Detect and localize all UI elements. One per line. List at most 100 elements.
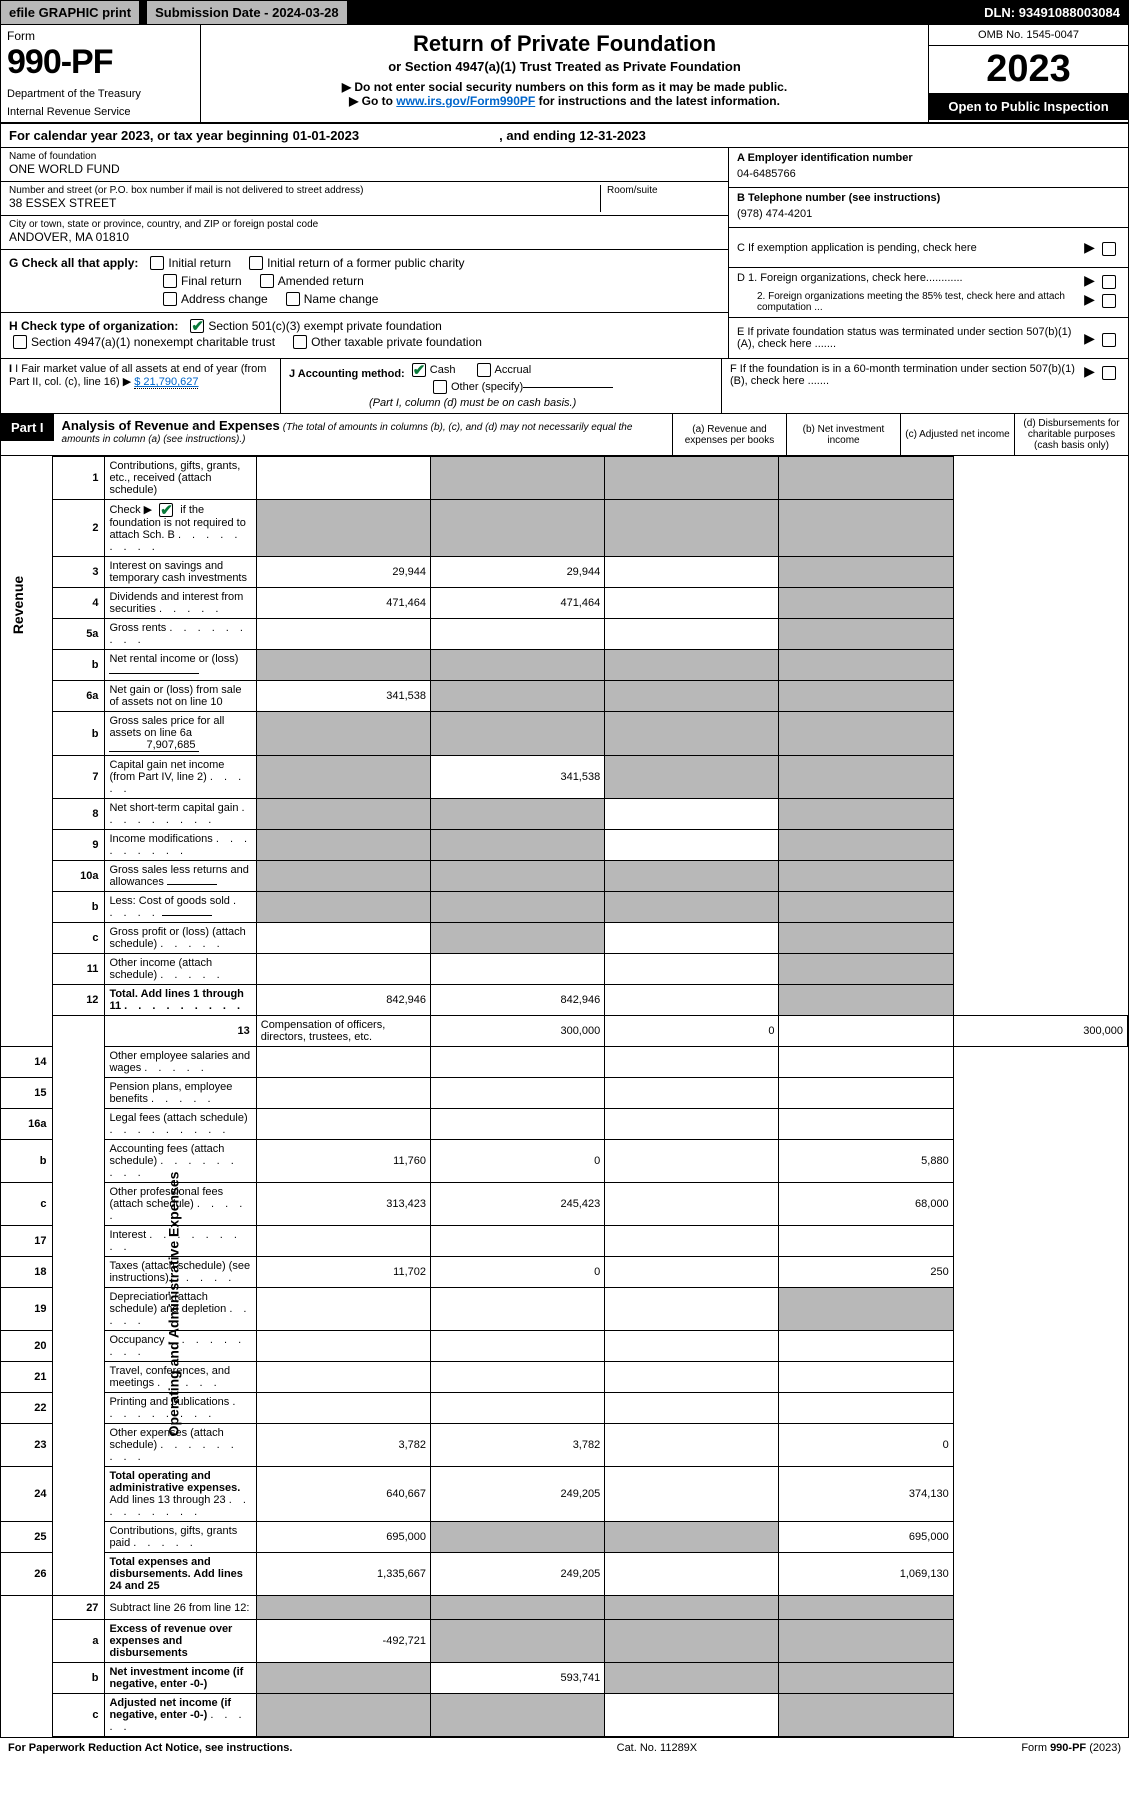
j-note: (Part I, column (d) must be on cash basi…: [369, 397, 576, 409]
row-2: Check ▶ if the foundation is not require…: [105, 500, 256, 557]
chk-f[interactable]: [1102, 366, 1116, 380]
room-label: Room/suite: [607, 185, 720, 196]
chk-initial-former[interactable]: [249, 256, 263, 270]
form-header: Form 990-PF Department of the Treasury I…: [1, 25, 1128, 124]
row-3: Interest on savings and temporary cash i…: [105, 557, 256, 588]
g-label: G Check all that apply:: [9, 256, 138, 270]
row-6a: Net gain or (loss) from sale of assets n…: [105, 681, 256, 712]
row-27a: Excess of revenue over expenses and disb…: [105, 1620, 256, 1663]
row-10a: Gross sales less returns and allowances: [105, 861, 256, 892]
row-6b: Gross sales price for all assets on line…: [105, 712, 256, 756]
chk-d2[interactable]: [1102, 294, 1116, 308]
row-12: Total. Add lines 1 through 11 . . . . . …: [105, 985, 256, 1016]
col-b-head: (b) Net investment income: [786, 414, 900, 455]
tax-year: 2023: [929, 46, 1128, 93]
row-1: Contributions, gifts, grants, etc., rece…: [105, 457, 256, 500]
i-value[interactable]: $ 21,790,627: [134, 376, 198, 389]
foundation-addr: 38 ESSEX STREET: [9, 196, 600, 210]
row-5a: Gross rents . . . . . . . . .: [105, 619, 256, 650]
row-14: Other employee salaries and wages . . . …: [105, 1047, 256, 1078]
section-ij: I I Fair market value of all assets at e…: [1, 359, 1128, 414]
side-expenses: Operating and Administrative Expenses: [166, 1172, 182, 1437]
open-public: Open to Public Inspection: [929, 93, 1128, 120]
row-4: Dividends and interest from securities .…: [105, 588, 256, 619]
name-label: Name of foundation: [9, 151, 720, 162]
foundation-name: ONE WORLD FUND: [9, 162, 720, 176]
row-11: Other income (attach schedule) . . . . .: [105, 954, 256, 985]
h-label: H Check type of organization:: [9, 319, 178, 333]
chk-c[interactable]: [1102, 242, 1116, 256]
part-title: Analysis of Revenue and Expenses: [62, 418, 280, 433]
col-c-head: (c) Adjusted net income: [900, 414, 1014, 455]
page-footer: For Paperwork Reduction Act Notice, see …: [0, 1738, 1129, 1758]
chk-d1[interactable]: [1102, 275, 1116, 289]
analysis-table: Revenue 1Contributions, gifts, grants, e…: [1, 456, 1128, 1737]
chk-amended[interactable]: [260, 274, 274, 288]
e-label: E If private foundation status was termi…: [737, 326, 1084, 350]
i-arrow: ▶: [123, 376, 131, 388]
foundation-city: ANDOVER, MA 01810: [9, 230, 720, 244]
d2-label: 2. Foreign organizations meeting the 85%…: [737, 291, 1084, 313]
ein-label: A Employer identification number: [737, 152, 1120, 164]
row-10c: Gross profit or (loss) (attach schedule)…: [105, 923, 256, 954]
d1-label: D 1. Foreign organizations, check here..…: [737, 272, 1084, 289]
row-25: Contributions, gifts, grants paid . . . …: [105, 1522, 256, 1553]
year-begin: 01-01-2023: [293, 128, 360, 143]
footer-left: For Paperwork Reduction Act Notice, see …: [8, 1742, 292, 1754]
ein-value: 04-6485766: [737, 168, 1120, 180]
row-8: Net short-term capital gain . . . . . . …: [105, 799, 256, 830]
form-word: Form: [7, 29, 194, 43]
col-d-head: (d) Disbursements for charitable purpose…: [1014, 414, 1128, 455]
form-subtitle: or Section 4947(a)(1) Trust Treated as P…: [211, 59, 918, 74]
form-title: Return of Private Foundation: [211, 31, 918, 57]
row-16a: Legal fees (attach schedule) . . . . . .…: [105, 1109, 256, 1140]
chk-schb[interactable]: [159, 503, 173, 517]
c-label: C If exemption application is pending, c…: [737, 242, 977, 254]
submission-date: Submission Date - 2024-03-28: [143, 1, 347, 24]
row-9: Income modifications . . . . . . . . .: [105, 830, 256, 861]
chk-address[interactable]: [163, 292, 177, 306]
irs-label: Internal Revenue Service: [7, 106, 194, 118]
dln: DLN: 93491088003084: [976, 1, 1128, 24]
chk-501c3[interactable]: [190, 319, 204, 333]
city-label: City or town, state or province, country…: [9, 219, 720, 230]
chk-cash[interactable]: [412, 363, 426, 377]
row-26: Total expenses and disbursements. Add li…: [105, 1553, 256, 1596]
chk-final[interactable]: [163, 274, 177, 288]
row-24: Total operating and administrative expen…: [105, 1467, 256, 1522]
chk-4947[interactable]: [13, 335, 27, 349]
form-number: 990-PF: [7, 43, 194, 82]
chk-other-acct[interactable]: [433, 380, 447, 394]
chk-other-tax[interactable]: [293, 335, 307, 349]
part-label: Part I: [1, 414, 54, 441]
part1-header: Part I Analysis of Revenue and Expenses …: [1, 414, 1128, 456]
row-27c: Adjusted net income (if negative, enter …: [105, 1694, 256, 1737]
efile-label: efile GRAPHIC print: [1, 1, 139, 24]
topbar: efile GRAPHIC print Submission Date - 20…: [1, 1, 1128, 25]
chk-name[interactable]: [286, 292, 300, 306]
row-27b: Net investment income (if negative, ente…: [105, 1663, 256, 1694]
irs-link[interactable]: www.irs.gov/Form990PF: [396, 94, 535, 108]
year-end: 12-31-2023: [579, 128, 646, 143]
omb-number: OMB No. 1545-0047: [929, 25, 1128, 46]
row-15: Pension plans, employee benefits . . . .…: [105, 1078, 256, 1109]
row-10b: Less: Cost of goods sold . . . . .: [105, 892, 256, 923]
phone-label: B Telephone number (see instructions): [737, 192, 1120, 204]
row-27: Subtract line 26 from line 12:: [105, 1596, 256, 1620]
row-5b: Net rental income or (loss): [105, 650, 256, 681]
side-revenue: Revenue: [10, 575, 26, 633]
row-13: Compensation of officers, directors, tru…: [256, 1016, 430, 1047]
f-label: F If the foundation is in a 60-month ter…: [730, 363, 1084, 387]
chk-initial-return[interactable]: [150, 256, 164, 270]
chk-accrual[interactable]: [477, 363, 491, 377]
chk-e[interactable]: [1102, 333, 1116, 347]
info-block: Name of foundation ONE WORLD FUND Number…: [1, 148, 1128, 359]
ssn-warning: ▶ Do not enter social security numbers o…: [211, 80, 918, 94]
calendar-year-row: For calendar year 2023, or tax year begi…: [1, 124, 1128, 148]
j-label: J Accounting method:: [289, 368, 405, 380]
footer-right: Form 990-PF (2023): [1021, 1742, 1121, 1754]
dept-treasury: Department of the Treasury: [7, 88, 194, 100]
col-a-head: (a) Revenue and expenses per books: [672, 414, 786, 455]
row-7: Capital gain net income (from Part IV, l…: [105, 756, 256, 799]
footer-mid: Cat. No. 11289X: [617, 1742, 698, 1754]
